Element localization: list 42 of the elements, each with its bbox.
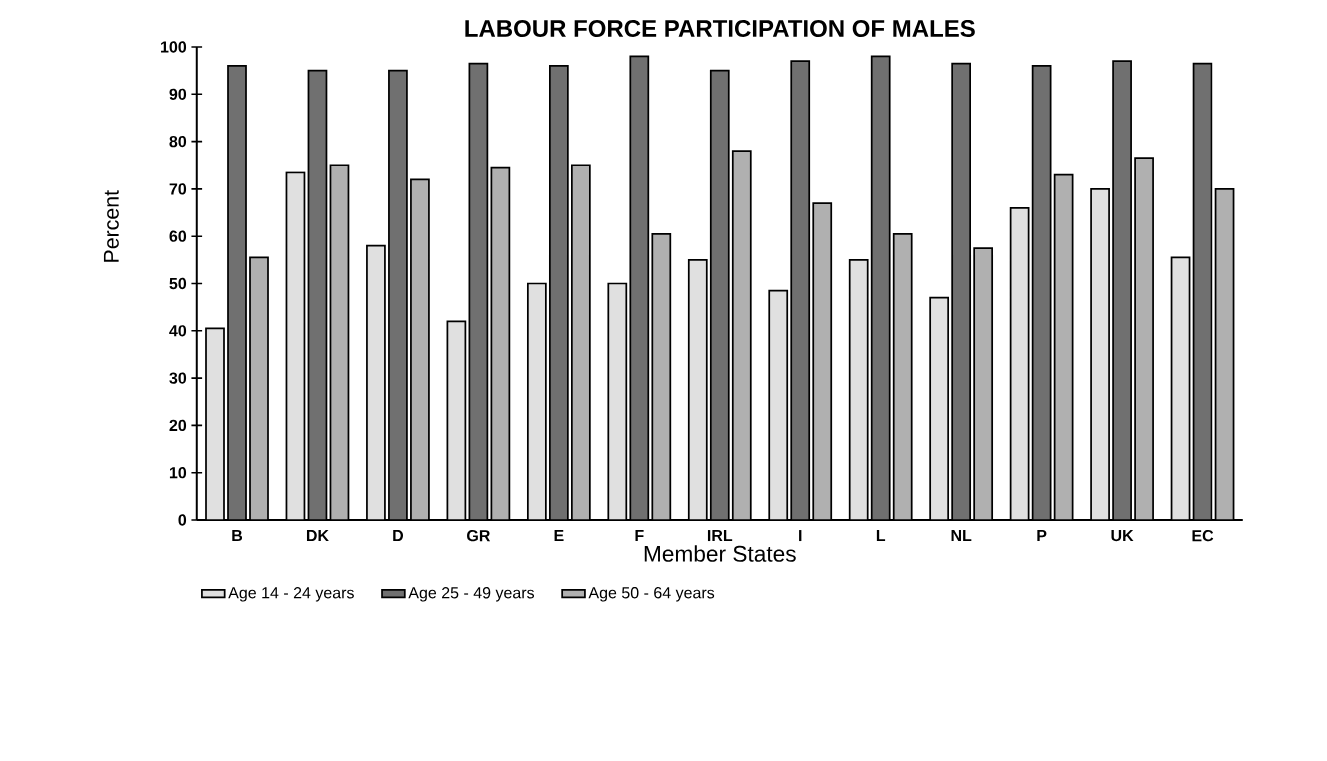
y-tick-label: 30 (169, 372, 187, 384)
x-tick-label: E (554, 530, 564, 542)
x-tick-label: I (799, 530, 802, 542)
y-tick-label: 10 (169, 467, 187, 479)
bar (447, 321, 466, 520)
bar (1054, 174, 1073, 520)
x-tick-label: IRL (707, 530, 733, 542)
bar (1170, 256, 1191, 520)
x-tick-label: NL (951, 530, 972, 542)
bar (491, 167, 510, 520)
x-tick-label: D (393, 530, 404, 542)
y-tick-label: 0 (178, 514, 187, 526)
y-tick-label: 80 (169, 135, 187, 148)
y-tick-label: 50 (169, 277, 187, 290)
legend-label: Age 50 - 64 years (588, 587, 715, 602)
bar (1032, 65, 1051, 520)
x-tick-label: F (635, 530, 644, 542)
x-tick-label: DK (306, 530, 329, 542)
bar (1010, 207, 1029, 520)
bar (330, 165, 349, 520)
bar (308, 70, 327, 520)
y-tick-label: 60 (169, 230, 187, 242)
legend-label: Age 14 - 24 years (228, 587, 354, 602)
y-tick-label: 90 (169, 88, 187, 100)
bar (469, 63, 488, 520)
y-axis-title: Percent (103, 190, 119, 262)
y-tick-label: 40 (169, 325, 187, 337)
bar (286, 172, 305, 520)
legend-label: Age 25 - 49 years (408, 587, 535, 602)
bar (1214, 188, 1235, 520)
x-tick-label: UK (1111, 530, 1134, 542)
y-tick-label: 70 (169, 183, 187, 195)
y-tick-label: 20 (169, 419, 187, 432)
x-axis-title: Member States (644, 545, 796, 562)
bar (1192, 62, 1213, 520)
x-tick-label: EC (1192, 530, 1214, 542)
x-tick-label: B (232, 530, 243, 542)
x-tick-label: GR (467, 530, 491, 542)
y-tick-label: 100 (161, 41, 187, 53)
x-tick-label: L (876, 530, 886, 542)
x-tick-label: P (1037, 530, 1047, 542)
chart-title: LABOUR FORCE PARTICIPATION OF MALES (465, 19, 975, 37)
